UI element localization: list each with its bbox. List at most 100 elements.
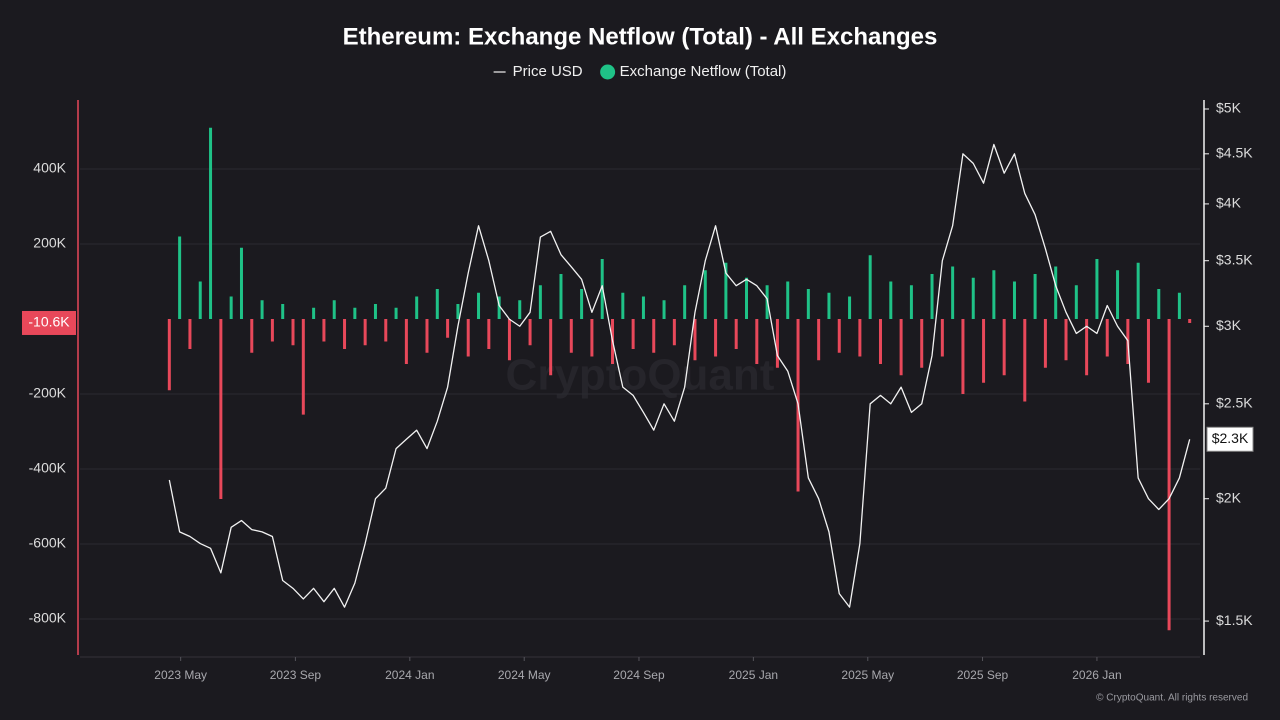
y2-tick-label: $3K [1216,317,1242,333]
bar [312,307,316,319]
y2-tick-label: $2.5K [1216,395,1253,411]
bar [734,319,738,349]
bar [1116,270,1120,319]
y2-tick-label: $3.5K [1216,251,1253,267]
bar [167,319,171,391]
bar [322,319,326,342]
bar [775,319,779,368]
bar [631,319,635,349]
bar [1033,274,1037,319]
bar [662,300,666,319]
bar [538,285,542,319]
x-tick-label: 2024 Jan [385,668,434,682]
bars [167,127,1192,631]
bar [992,270,996,319]
bar [1064,319,1068,361]
y2-tick-label: $1.5K [1216,612,1253,628]
x-tick-label: 2024 May [498,668,551,682]
bar [1136,262,1140,319]
legend-label: Price USD [513,63,583,80]
bar [683,285,687,319]
bar [982,319,986,383]
y-tick-label: -400K [29,460,67,476]
grid [80,168,1200,620]
bar [549,319,553,376]
bar [1188,319,1192,323]
bar [569,319,573,353]
bar [817,319,821,361]
bar [404,319,408,364]
chart-title: Ethereum: Exchange Netflow (Total) - All… [343,23,938,50]
bar [1146,319,1150,383]
bar [1054,266,1058,319]
copyright: © CryptoQuant. All rights reserved [1096,693,1248,704]
bar [837,319,841,353]
bar [1043,319,1047,368]
bar [446,319,450,338]
legend-item: Price USD [493,63,583,80]
bar [693,319,697,361]
y2-tick-label: $4K [1216,195,1242,211]
bar [755,319,759,364]
x-tick-label: 2026 Jan [1072,668,1121,682]
bar [270,319,274,342]
y2-tick-label: $4.5K [1216,145,1253,161]
bar [281,304,285,319]
bar [641,296,645,319]
bar [188,319,192,349]
last-value-label: $2.3K [1212,430,1249,446]
bar [394,307,398,319]
bar [1023,319,1027,402]
bar [425,319,429,353]
bar [363,319,367,346]
y-tick-label: -600K [29,535,67,551]
bar [301,319,305,415]
bar [353,307,357,319]
bar [889,281,893,319]
bar [1177,292,1181,319]
bar [672,319,676,346]
y-tick-label: -200K [29,385,67,401]
bar [1157,289,1161,319]
bar [745,277,749,319]
x-tick-label: 2025 Sep [957,668,1009,682]
bar [518,300,522,319]
bar [878,319,882,364]
x-tick-label: 2024 Sep [613,668,665,682]
bar [343,319,347,349]
last-value-marker [1206,426,1254,452]
bar [868,255,872,319]
bar [714,319,718,357]
bar [178,236,182,319]
x-tick-label: 2023 Sep [270,668,322,682]
bar [951,266,955,319]
x-tick-label: 2023 May [154,668,207,682]
bar [260,300,264,319]
bar [590,319,594,357]
last-value-marker [22,310,76,335]
bar [1105,319,1109,357]
x-tick-label: 2025 Jan [729,668,778,682]
bar [920,319,924,368]
bar [858,319,862,357]
bar [786,281,790,319]
bar [507,319,511,361]
y2-tick-label: $2K [1216,489,1242,505]
bar [1095,259,1099,319]
last-value-label: -10.6K [28,314,70,330]
y2-tick-label: $5K [1216,100,1242,116]
bar [580,289,584,319]
bar [1002,319,1006,376]
bar [373,304,377,319]
legend-item: Exchange Netflow (Total) [600,63,786,80]
bar [961,319,965,394]
bar [1012,281,1016,319]
bar [899,319,903,376]
bar [209,127,213,319]
bar [435,289,439,319]
bar [466,319,470,357]
bar [940,319,944,357]
bar [291,319,295,346]
legend-swatch [600,64,616,80]
